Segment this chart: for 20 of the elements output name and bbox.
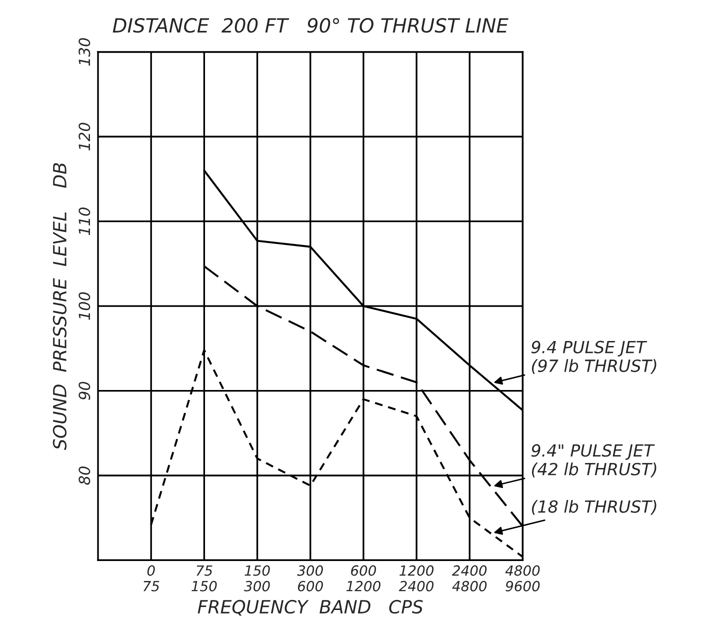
y-tick-label: 130 [78,38,90,66]
text: (18 lb THRUST) [532,500,656,515]
series-label: 9.4 PULSE JET (97 lb THRUST) [531,340,656,374]
y-tick-label: 100 [78,292,90,320]
x-tick-label: 4800 9600 [505,565,540,592]
x-tick-label: 600 1200 [346,565,380,592]
text: 9.4" PULSE JET (42 lb THRUST) [531,444,656,478]
y-axis-title: SOUND PRESSURE LEVEL DB [52,163,67,450]
x-tick-label: 75 150 [192,565,217,592]
y-tick-label: 90 [78,382,90,400]
x-tick-label: 2400 4800 [452,565,487,592]
x-tick-label: 1200 2400 [398,565,434,592]
y-tick-label: 80 [78,466,90,485]
x-tick-label: 0 75 [144,565,160,592]
x-axis-title: FREQUENCY BAND CPS [198,600,423,616]
chart-title: DISTANCE 200 FT 90° TO THRUST LINE [112,18,508,33]
x-tick-label: 300 600 [297,565,323,592]
y-tick-label: 110 [78,208,90,236]
x-tick-label: 150 300 [244,565,270,592]
y-tick-label: 120 [78,122,90,150]
